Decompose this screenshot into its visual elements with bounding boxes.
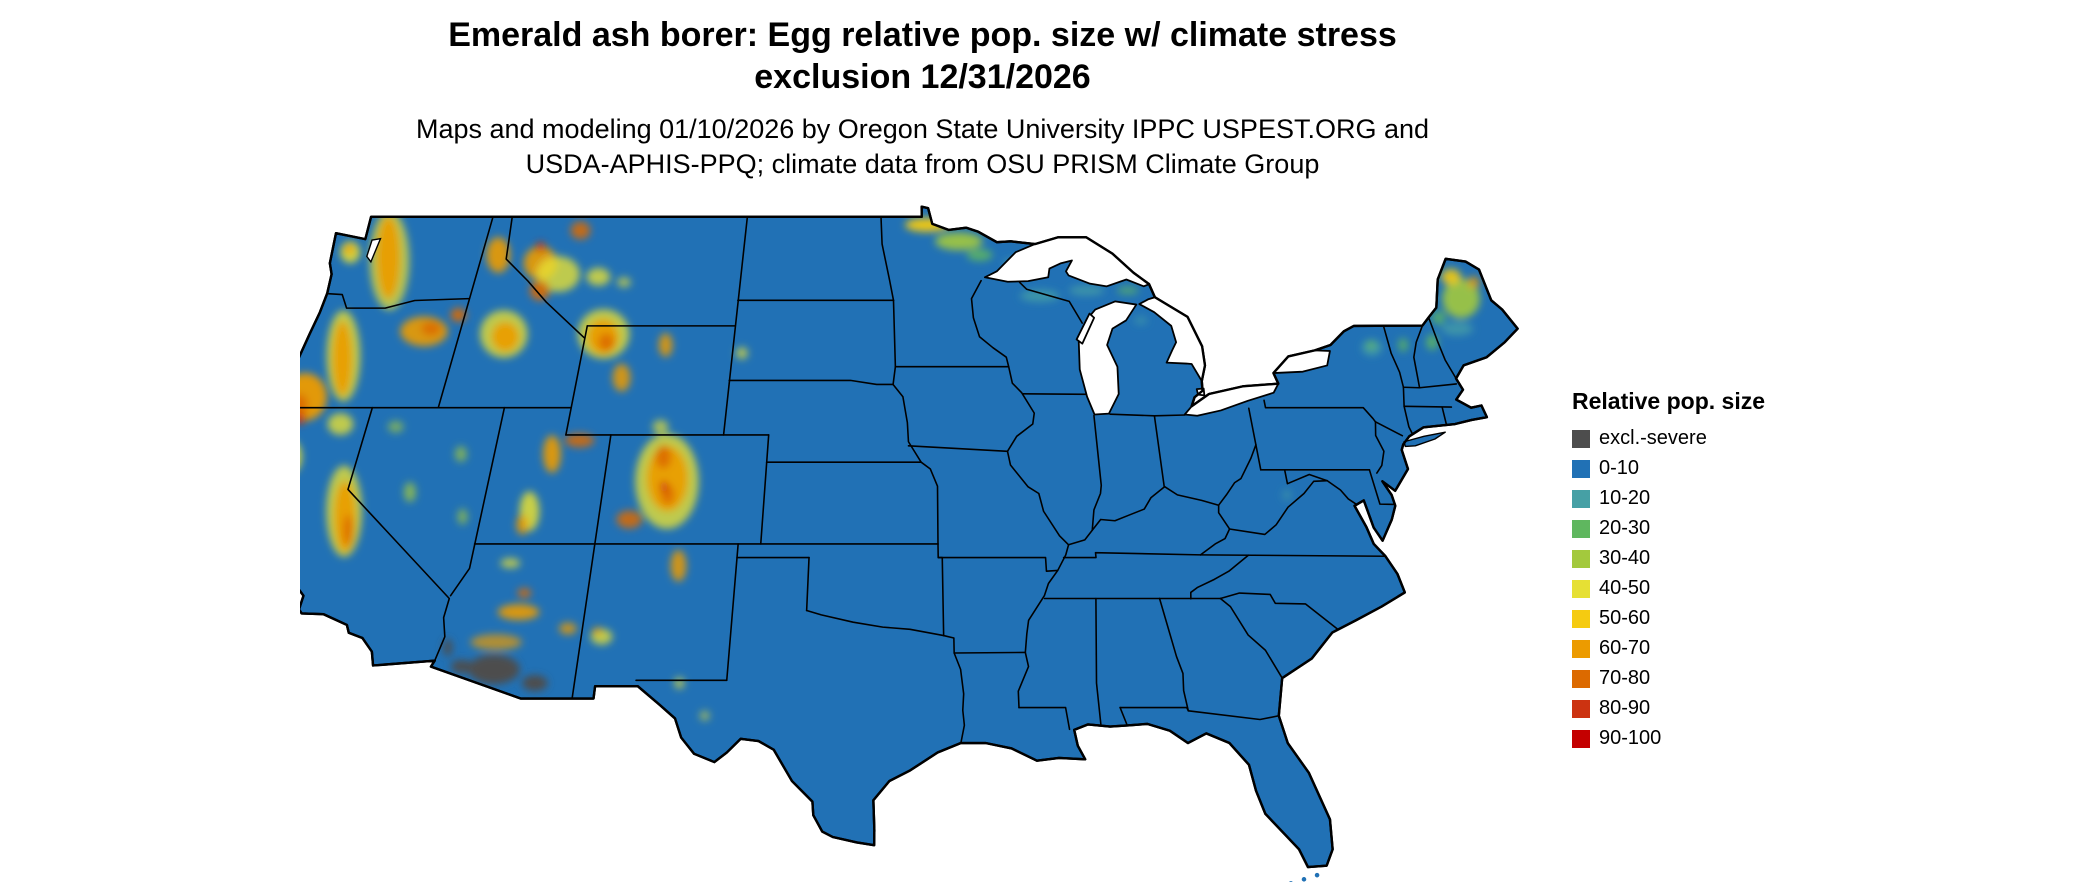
legend-swatch <box>1572 609 1590 628</box>
legend-label: 40-50 <box>1599 577 1651 599</box>
legend-label: 90-100 <box>1599 727 1662 749</box>
legend-item: 50-60 <box>1572 607 1812 630</box>
legend-swatch <box>1572 489 1590 508</box>
page-title-line1: Emerald ash borer: Egg relative pop. siz… <box>448 16 1397 54</box>
legend-swatch <box>1572 669 1590 688</box>
page-title-line2: exclusion 12/31/2026 <box>754 58 1091 96</box>
florida-keys-dot <box>1289 881 1293 882</box>
florida-keys-dot <box>1301 877 1307 882</box>
legend-item: 10-20 <box>1572 487 1812 510</box>
page-subtitle-line1: Maps and modeling 01/10/2026 by Oregon S… <box>415 114 1430 144</box>
legend-swatch <box>1572 699 1590 718</box>
legend-title: Relative pop. size <box>1572 388 1766 414</box>
legend-swatch <box>1572 549 1590 568</box>
us-map <box>300 198 1530 882</box>
legend-label: 10-20 <box>1599 487 1651 509</box>
legend-label: 60-70 <box>1599 637 1651 659</box>
legend-item: 20-30 <box>1572 517 1812 540</box>
national-border <box>300 205 1519 869</box>
legend-swatch <box>1572 429 1590 448</box>
state-borders <box>300 216 1458 744</box>
legend-swatch <box>1572 639 1590 658</box>
florida-keys-dot <box>1314 872 1320 878</box>
legend-label: 30-40 <box>1599 547 1651 569</box>
legend-swatch <box>1572 519 1590 538</box>
page-subtitle: Maps and modeling 01/10/2026 by Oregon S… <box>0 112 1845 182</box>
legend-item: 30-40 <box>1572 547 1812 570</box>
legend-label: 70-80 <box>1599 667 1651 689</box>
legend-items: excl.-severe 0-10 10-20 20-30 30-40 40-50 50-6… <box>1572 427 1812 750</box>
legend-label: 50-60 <box>1599 607 1651 629</box>
legend-item: 70-80 <box>1572 667 1812 690</box>
legend-item: 40-50 <box>1572 577 1812 600</box>
legend-label: 20-30 <box>1599 517 1651 539</box>
us-map-svg <box>300 205 1519 882</box>
us-landmass <box>300 205 1519 869</box>
legend-swatch <box>1572 579 1590 598</box>
legend-label: 80-90 <box>1599 697 1651 719</box>
puget-sound <box>366 237 382 264</box>
map-header: Emerald ash borer: Egg relative pop. siz… <box>0 14 1845 182</box>
long-island <box>1403 431 1446 448</box>
page-subtitle-line2: USDA-APHIS-PPQ; climate data from OSU PR… <box>525 149 1320 179</box>
legend-item: 80-90 <box>1572 697 1812 720</box>
legend-item: 90-100 <box>1572 727 1812 750</box>
legend-swatch <box>1572 729 1590 748</box>
legend-label: 0-10 <box>1599 457 1640 479</box>
legend-swatch <box>1572 459 1590 478</box>
legend-item: excl.-severe <box>1572 427 1812 450</box>
page-title: Emerald ash borer: Egg relative pop. siz… <box>0 14 1845 98</box>
legend-item: 0-10 <box>1572 457 1812 480</box>
legend-item: 60-70 <box>1572 637 1812 660</box>
terrain-patches <box>300 210 1480 721</box>
map-legend: Relative pop. size excl.-severe 0-10 10-20… <box>1572 388 1812 757</box>
legend-label: excl.-severe <box>1599 427 1707 449</box>
